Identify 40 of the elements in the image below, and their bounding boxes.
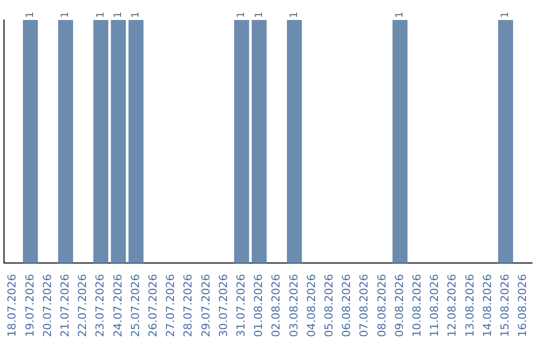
x-tick-label: 26.07.2026 [146,274,160,338]
x-tick-label: 31.07.2026 [234,274,248,338]
x-tick-label: 11.08.2026 [428,274,442,338]
data-label: 1 [112,12,124,18]
x-tick-label: 01.08.2026 [252,274,266,338]
x-tick-label: 13.08.2026 [463,274,476,338]
data-label: 1 [288,12,300,18]
data-label: 1 [500,12,512,18]
x-tick-label: 04.08.2026 [304,274,318,338]
x-tick-label: 22.07.2026 [76,274,90,338]
x-tick-label: 07.08.2026 [358,274,371,338]
data-label: 1 [95,12,106,18]
x-tick-label: 18.07.2026 [6,274,19,338]
data-label: 1 [236,12,248,18]
x-tick-label: 06.08.2026 [340,274,354,338]
x-tick-label: 21.07.2026 [58,274,72,338]
x-tick-label: 30.07.2026 [216,274,230,338]
x-tick-label: 20.07.2026 [40,274,54,338]
x-tick-label: 28.07.2026 [182,274,195,338]
x-tick-label: 16.08.2026 [516,274,530,338]
data-label: 1 [394,12,406,18]
x-tick-label: 23.07.2026 [94,274,107,338]
x-tick-label: 09.08.2026 [392,274,406,338]
x-tick-label: 25.07.2026 [128,274,142,338]
data-label: 1 [130,12,142,18]
data-label: 1 [24,12,36,18]
x-tick-label: 19.07.2026 [23,274,36,338]
x-tick-label: 03.08.2026 [287,274,300,338]
x-tick-label: 12.08.2026 [446,274,459,338]
data-label: 1 [254,12,265,18]
x-tick-label: 29.07.2026 [199,274,212,338]
data-label: 1 [60,12,72,18]
x-tick-label: 15.08.2026 [498,274,512,338]
x-tick-label: 05.08.2026 [322,274,336,338]
x-tick-label: 27.07.2026 [164,274,178,338]
x-tick-label: 24.07.2026 [111,274,124,338]
x-tick-label: 02.08.2026 [270,274,283,338]
x-tick-label: 10.08.2026 [410,274,424,338]
x-tick-label: 08.08.2026 [375,274,388,338]
x-tick-label: 14.08.2026 [480,274,494,338]
